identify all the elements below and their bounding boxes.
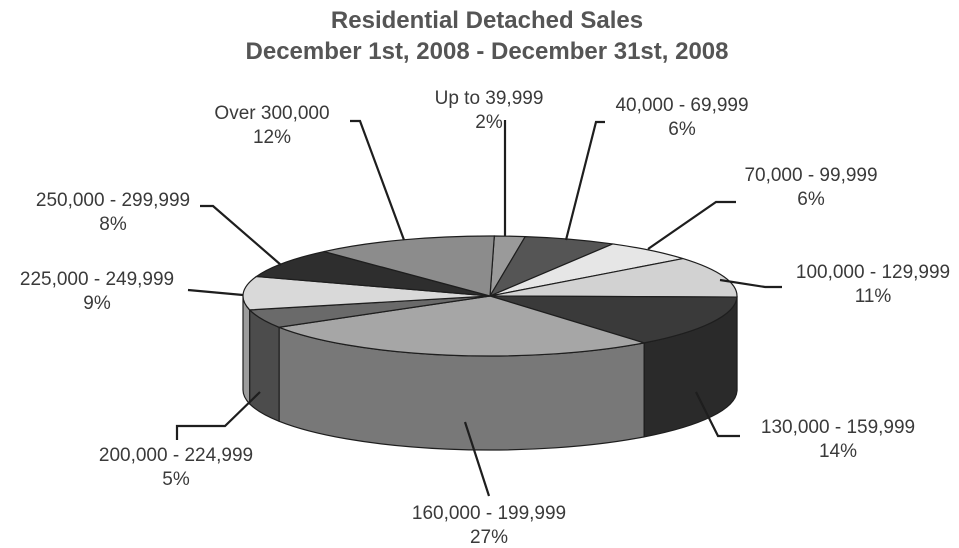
slice-labels: Up to 39,999 2% 40,000 - 69,999 6% 70,000 - … <box>20 88 950 548</box>
pie-slice <box>276 295 645 357</box>
slice-range-label: Up to 39,999 <box>435 88 544 109</box>
slice-range-label: 100,000 - 129,999 <box>796 262 950 283</box>
pie-slice <box>254 250 491 297</box>
leader-line <box>695 391 740 438</box>
leader-line <box>175 391 261 440</box>
slice-range-label: 70,000 - 99,999 <box>744 165 877 186</box>
slice-range-label: 40,000 - 69,999 <box>615 95 748 116</box>
pie-top-face <box>242 235 738 357</box>
slice-percent-label: 12% <box>253 127 291 148</box>
pie-side-segment <box>242 295 251 406</box>
slice-range-label: 250,000 - 299,999 <box>36 190 190 211</box>
leader-line <box>350 119 406 241</box>
slice-percent-label: 11% <box>855 286 892 307</box>
pie-slice <box>489 295 738 344</box>
slice-range-label: 200,000 - 224,999 <box>99 445 253 466</box>
leader-lines <box>175 119 782 497</box>
leader-line <box>647 200 736 250</box>
slice-range-label: 160,000 - 199,999 <box>412 503 566 524</box>
leader-line <box>200 204 282 266</box>
leader-line <box>187 288 244 297</box>
pie-slice <box>242 275 491 311</box>
chart-subtitle: December 1st, 2008 - December 31st, 2008 <box>246 38 729 65</box>
pie-slice <box>489 257 738 298</box>
slice-percent-label: 6% <box>668 119 696 140</box>
leader-line <box>564 120 605 241</box>
pie-side-walls <box>242 295 738 451</box>
slice-range-label: 130,000 - 159,999 <box>761 417 915 438</box>
chart-title-group: Residential Detached Sales December 1st,… <box>246 7 729 65</box>
slice-percent-label: 2% <box>475 112 503 133</box>
slice-percent-label: 14% <box>819 441 857 462</box>
slice-range-label: 225,000 - 249,999 <box>20 269 174 290</box>
pie-side-segment <box>249 308 280 423</box>
slice-percent-label: 8% <box>99 214 127 235</box>
leader-line <box>719 278 782 289</box>
chart-title: Residential Detached Sales <box>331 7 643 34</box>
slice-percent-label: 6% <box>797 189 825 210</box>
slice-percent-label: 9% <box>83 293 111 314</box>
leader-line <box>463 421 491 497</box>
slice-percent-label: 5% <box>162 469 190 490</box>
slice-range-label: Over 300,000 <box>214 103 329 124</box>
slice-percent-label: 27% <box>470 527 508 548</box>
